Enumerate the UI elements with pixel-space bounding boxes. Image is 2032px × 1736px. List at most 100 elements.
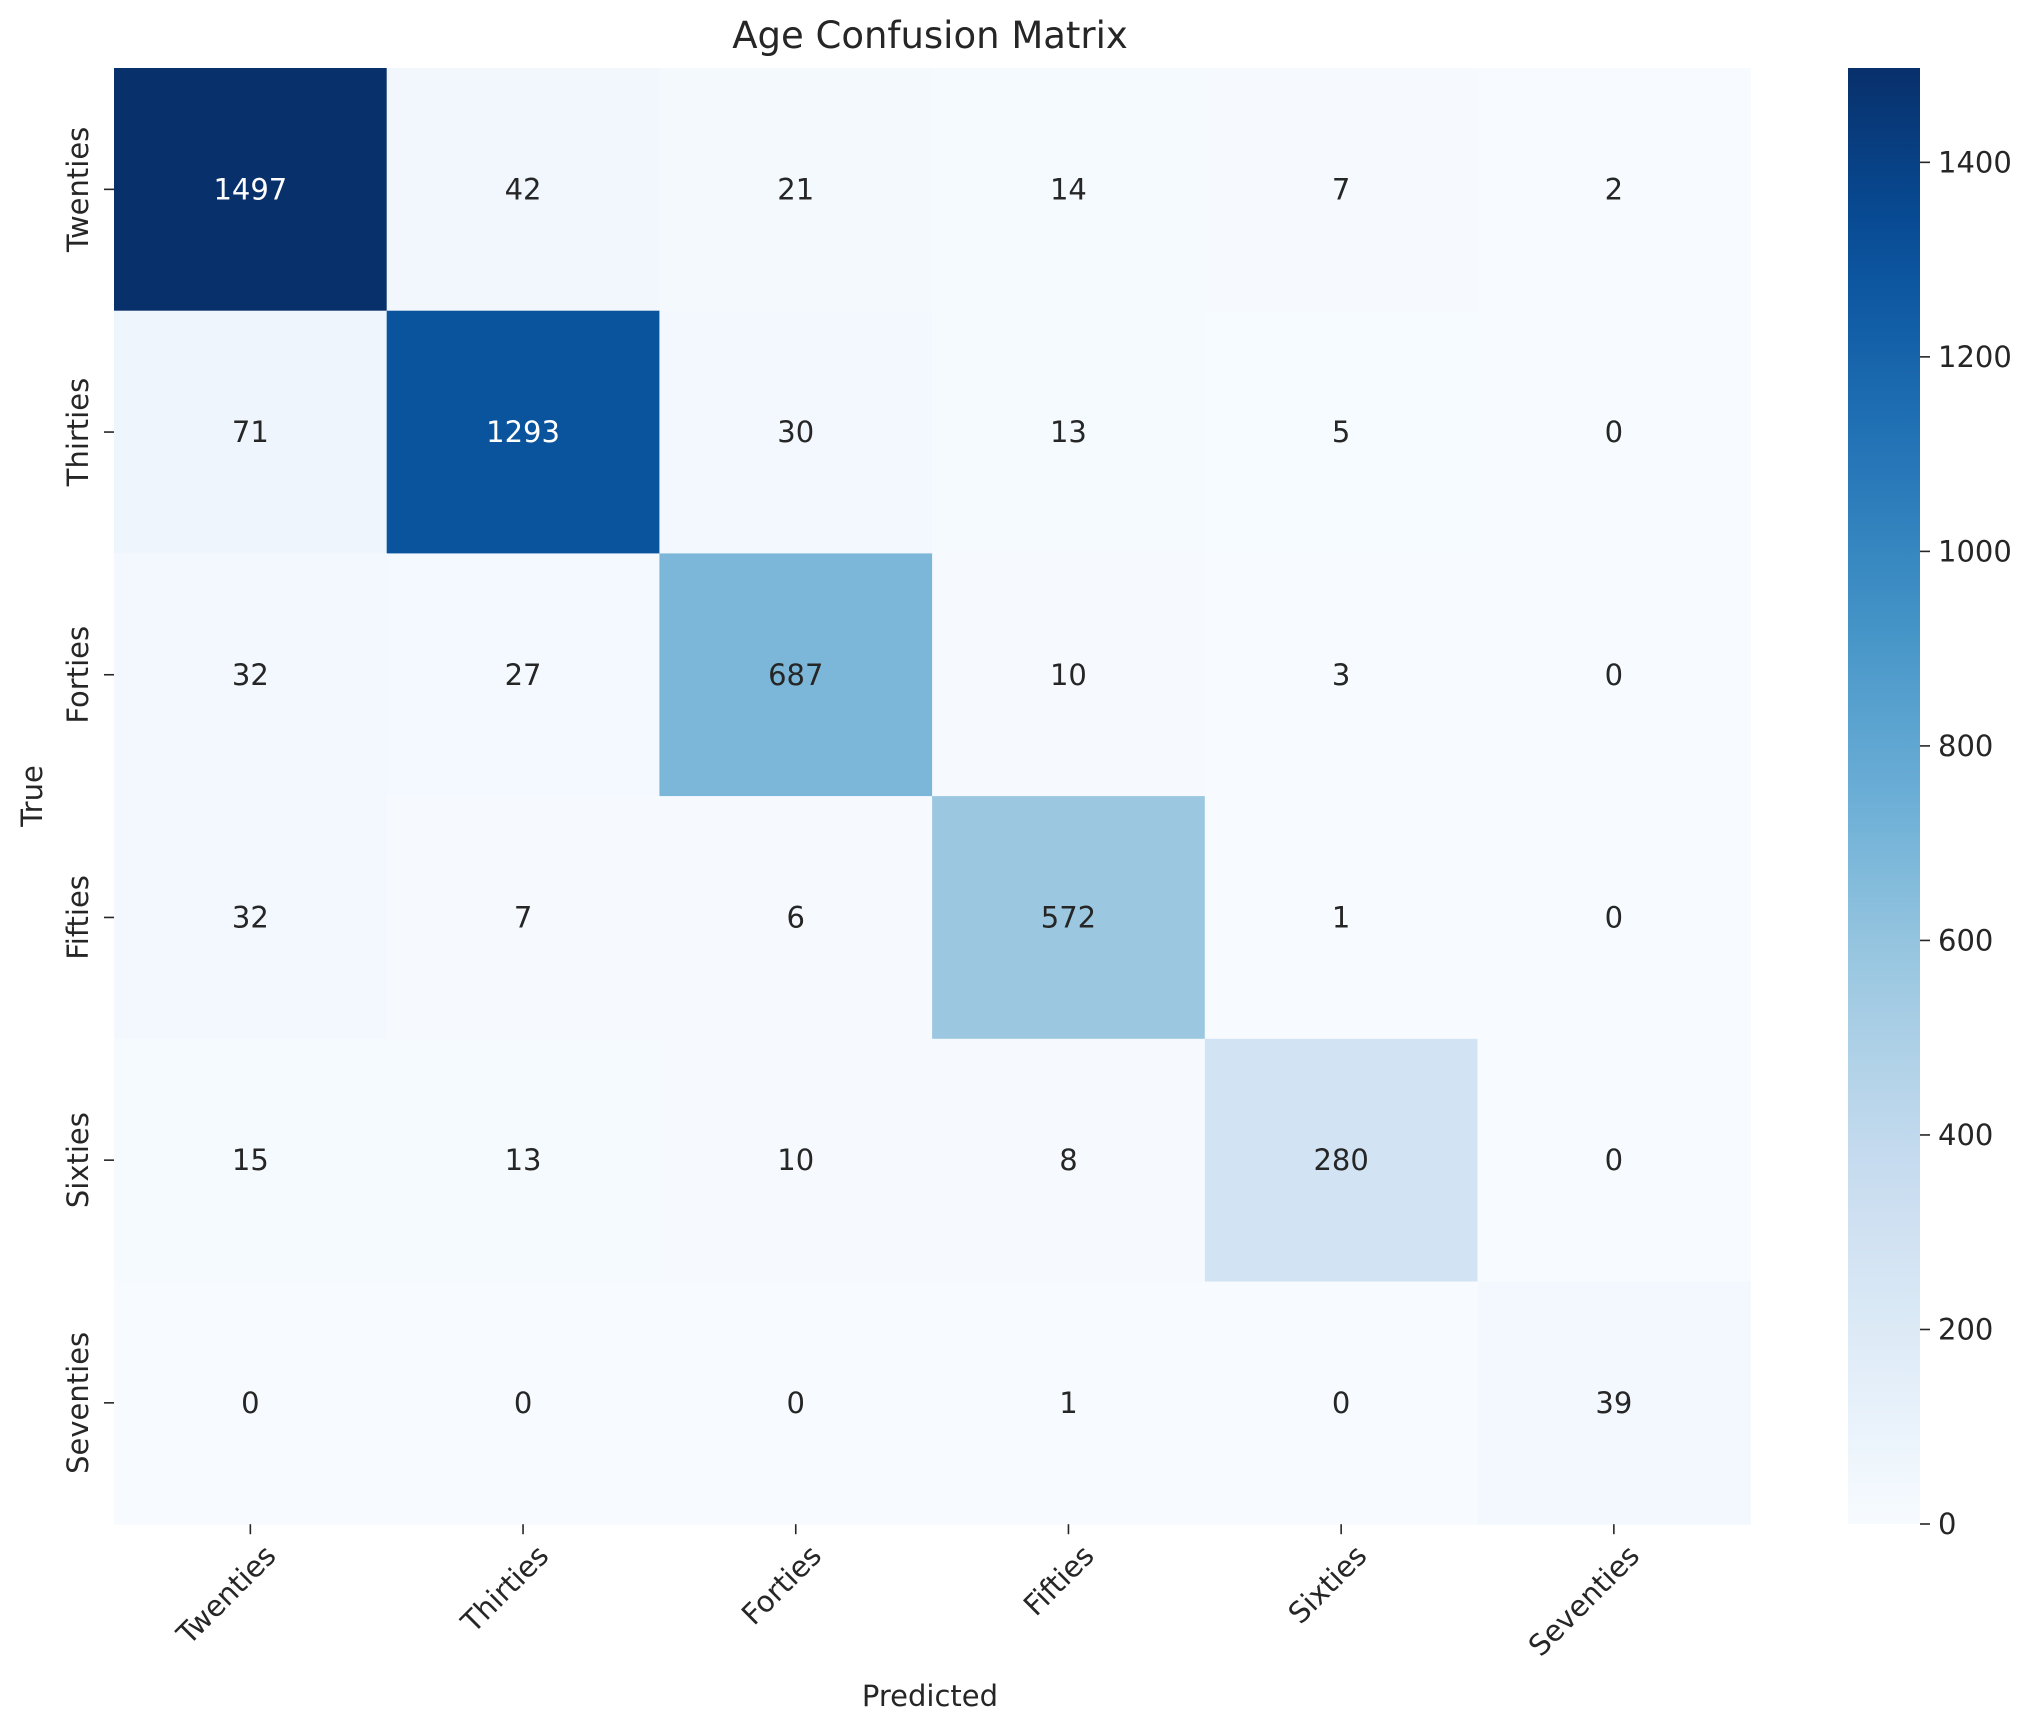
heatmap-cell <box>386 1281 660 1525</box>
heatmap-cell <box>114 796 388 1040</box>
heatmap-cell <box>386 68 660 312</box>
heatmap-cell-value: 14 <box>1050 172 1087 206</box>
heatmap-cell <box>114 553 388 797</box>
heatmap-cell-value: 1497 <box>213 172 287 206</box>
x-tick-label: Seventies <box>1522 1538 1646 1662</box>
heatmap-cell-value: 0 <box>241 1386 259 1420</box>
colorbar-tick-label: 800 <box>1938 729 1993 763</box>
heatmap-cell-value: 8 <box>1059 1143 1077 1177</box>
heatmap-cell <box>114 68 388 312</box>
y-axis-ticks: Twenties Thirties Forties Fifties Sixties Sev… <box>61 127 114 1474</box>
heatmap-cell <box>659 796 933 1040</box>
heatmap-cell <box>932 1038 1206 1283</box>
heatmap-cell-value: 0 <box>1605 658 1623 692</box>
heatmap-cell-value: 13 <box>1050 415 1087 449</box>
x-axis-ticks: Twenties Thirties Forties Fifties Sixties Sev… <box>169 1524 1646 1663</box>
colorbar-tick-label: 1200 <box>1938 340 2012 374</box>
heatmap-cell-value: 32 <box>232 658 269 692</box>
heatmap-cell <box>932 553 1206 797</box>
heatmap-cell-value: 10 <box>777 1143 814 1177</box>
colorbar-gradient <box>1848 68 1920 1524</box>
heatmap-cells <box>114 68 1751 1525</box>
heatmap-cell-value: 6 <box>787 900 805 934</box>
y-tick-label: Sixties <box>61 1112 95 1208</box>
colorbar-tick-label: 1000 <box>1938 534 2012 568</box>
heatmap-cell <box>1477 310 1751 554</box>
x-tick-label: Twenties <box>169 1538 282 1651</box>
colorbar-ticks: 0 200 400 600 800 1000 1200 1400 <box>1920 145 2012 1541</box>
y-axis-title: True <box>15 765 49 828</box>
heatmap-cell <box>932 796 1206 1040</box>
heatmap-cell-value: 13 <box>505 1143 542 1177</box>
heatmap-cell-value: 280 <box>1313 1143 1368 1177</box>
heatmap-cell-value: 27 <box>505 658 542 692</box>
colorbar-tick-label: 200 <box>1938 1312 1993 1346</box>
heatmap-cell <box>1204 1038 1479 1283</box>
heatmap-cell <box>659 310 933 554</box>
heatmap-cell-value: 32 <box>232 900 269 934</box>
heatmap-cell-value: 15 <box>232 1143 269 1177</box>
heatmap-cell <box>114 310 388 554</box>
heatmap-cell-value: 71 <box>232 415 269 449</box>
y-tick-label: Thirties <box>61 378 95 487</box>
heatmap-cell-value: 7 <box>1332 172 1350 206</box>
heatmap-cell-value: 572 <box>1041 900 1096 934</box>
chart-title: Age Confusion Matrix <box>732 14 1128 57</box>
x-tick-label: Fifties <box>1017 1538 1101 1622</box>
heatmap-cell <box>1477 553 1751 797</box>
heatmap-cell-value: 0 <box>1605 900 1623 934</box>
heatmap-cell <box>1204 1281 1479 1525</box>
heatmap-cell <box>114 1038 388 1283</box>
heatmap-cell <box>1204 553 1479 797</box>
heatmap-cell <box>1477 1038 1751 1283</box>
heatmap-cell <box>659 1281 933 1525</box>
heatmap-cell-value: 39 <box>1595 1386 1632 1420</box>
heatmap-cell <box>1477 796 1751 1040</box>
colorbar: 0 200 400 600 800 1000 1200 1400 <box>1848 68 2012 1541</box>
x-tick-label: Thirties <box>454 1538 555 1639</box>
x-tick-label: Sixties <box>1281 1538 1373 1630</box>
heatmap-cell <box>386 796 660 1040</box>
heatmap-cell-value: 687 <box>768 658 823 692</box>
heatmap-cell-value: 0 <box>1332 1386 1350 1420</box>
heatmap-cell-value: 1293 <box>486 415 560 449</box>
heatmap-cell-value: 7 <box>514 900 532 934</box>
heatmap-cell <box>1204 310 1479 554</box>
colorbar-tick-label: 0 <box>1938 1507 1956 1541</box>
heatmap-cell-value: 0 <box>514 1386 532 1420</box>
heatmap-cell <box>932 68 1206 312</box>
heatmap-cell-value: 2 <box>1605 172 1623 206</box>
heatmap-cell <box>1477 1281 1751 1525</box>
heatmap-cell <box>1204 68 1479 312</box>
y-tick-label: Forties <box>61 626 95 724</box>
heatmap-cell <box>659 553 933 797</box>
heatmap-cell <box>1477 68 1751 312</box>
heatmap-cell <box>932 1281 1206 1525</box>
heatmap-cell <box>1204 796 1479 1040</box>
heatmap-cell-value: 3 <box>1332 658 1350 692</box>
colorbar-tick-label: 400 <box>1938 1118 1993 1152</box>
heatmap-cell-value: 1 <box>1332 900 1350 934</box>
heatmap-cell-value: 30 <box>777 415 814 449</box>
y-tick-label: Fifties <box>61 875 95 960</box>
heatmap-cell <box>659 68 933 312</box>
heatmap-cell-labels: 1497 42 21 14 7 271 1293 30 13 5 032 27 687 10 3 032 7 6 5… <box>213 172 1632 1420</box>
heatmap-cell-value: 5 <box>1332 415 1350 449</box>
heatmap-cell-value: 42 <box>505 172 542 206</box>
x-axis-title: Predicted <box>862 1679 998 1713</box>
heatmap-cell-value: 21 <box>777 172 814 206</box>
y-tick-label: Twenties <box>61 127 95 253</box>
heatmap-cell <box>114 1281 388 1525</box>
heatmap-cell-value: 10 <box>1050 658 1087 692</box>
y-tick-label: Seventies <box>61 1332 95 1474</box>
heatmap-cell <box>386 1038 660 1283</box>
heatmap-cell-value: 0 <box>787 1386 805 1420</box>
x-tick-label: Forties <box>735 1538 828 1631</box>
colorbar-tick-label: 600 <box>1938 923 1993 957</box>
heatmap-cell <box>386 310 660 554</box>
heatmap-cell-value: 1 <box>1059 1386 1077 1420</box>
heatmap-cell <box>932 310 1206 554</box>
heatmap-cell <box>386 553 660 797</box>
heatmap-cell <box>659 1038 933 1283</box>
